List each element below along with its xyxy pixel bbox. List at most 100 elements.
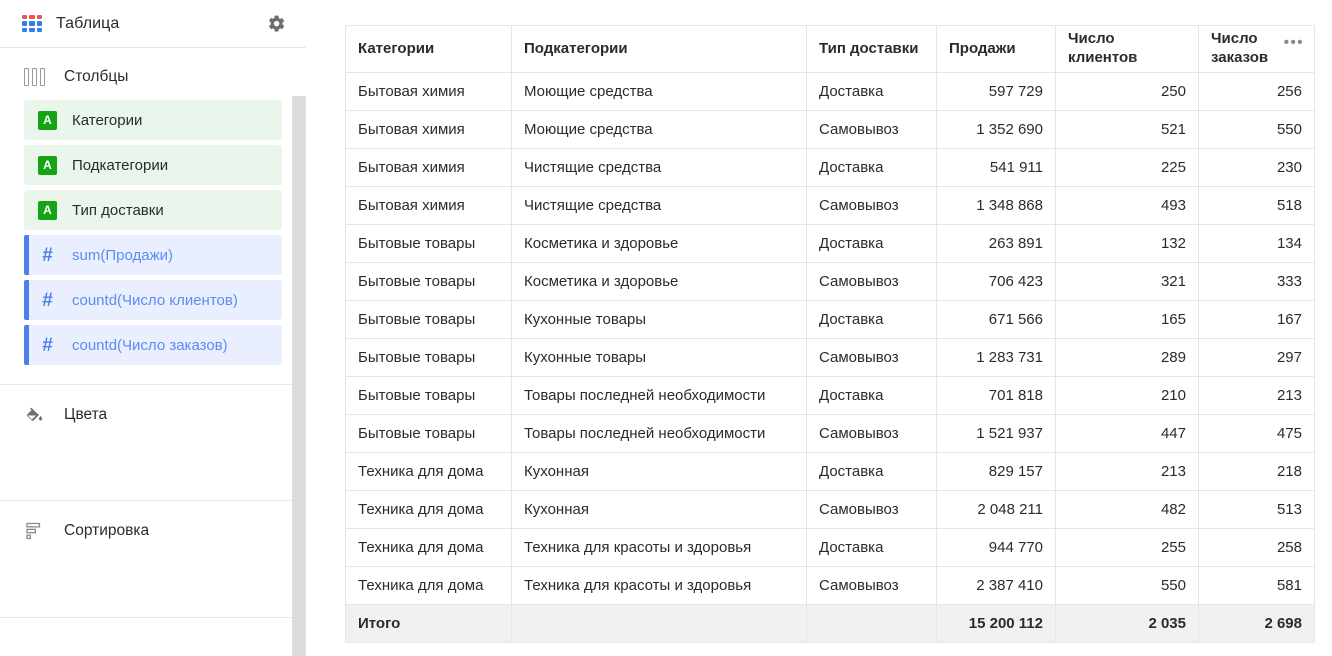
sidebar-scrollbar-track[interactable]: [292, 96, 306, 656]
total-cell-delivery: [806, 604, 937, 643]
table-total-row: Итого 15 200 112 2 035 2 698: [345, 604, 1315, 643]
table-cell-subcat: Моющие средства: [511, 110, 807, 149]
field-pill-kategorii[interactable]: A Категории: [24, 100, 282, 140]
field-label: Категории: [72, 111, 143, 129]
table-cell-delivery: Доставка: [806, 528, 937, 567]
sidebar-body: Столбцы A Категории A Подкатегории A Тип…: [0, 48, 306, 656]
more-options-icon[interactable]: •••: [1283, 34, 1304, 51]
sidebar-section-colors: Цвета: [0, 385, 306, 501]
table-cell-customers: 132: [1055, 224, 1199, 263]
total-cell-sales: 15 200 112: [936, 604, 1056, 643]
table-cell-delivery: Самовывоз: [806, 262, 937, 301]
table-cell-delivery: Доставка: [806, 300, 937, 339]
field-label: countd(Число клиентов): [72, 291, 238, 309]
table-cell-category: Бытовые товары: [345, 300, 512, 339]
table-row[interactable]: Бытовая химия Моющие средства Самовывоз 1 3…: [345, 110, 1315, 149]
table-row[interactable]: Бытовые товары Товары последней необходим…: [345, 376, 1315, 415]
table-row[interactable]: Бытовая химия Чистящие средства Доставка 54…: [345, 148, 1315, 187]
table-cell-delivery: Самовывоз: [806, 338, 937, 377]
column-header-sales[interactable]: Продажи: [936, 25, 1056, 73]
field-label: Тип доставки: [72, 201, 164, 219]
section-header-colors[interactable]: Цвета: [0, 385, 306, 439]
table-cell-delivery: Самовывоз: [806, 566, 937, 605]
table-cell-category: Техника для дома: [345, 452, 512, 491]
columns-field-list: A Категории A Подкатегории A Тип доставк…: [0, 100, 306, 384]
table-cell-customers: 210: [1055, 376, 1199, 415]
section-label: Цвета: [64, 406, 108, 423]
section-header-sort[interactable]: Сортировка: [0, 501, 306, 555]
table-cell-subcat: Моющие средства: [511, 72, 807, 111]
total-cell-orders: 2 698: [1198, 604, 1315, 643]
hash-icon: #: [42, 334, 53, 356]
field-pill-sum-prodazhi[interactable]: # sum(Продажи): [24, 235, 282, 275]
column-header-subcategory[interactable]: Подкатегории: [511, 25, 807, 73]
table-header: Категории Подкатегории Тип доставки Прод…: [345, 25, 1315, 73]
table-row[interactable]: Бытовые товары Кухонные товары Доставка 671…: [345, 300, 1315, 339]
table-row[interactable]: Бытовая химия Моющие средства Доставка 597 …: [345, 72, 1315, 111]
column-header-category[interactable]: Категории: [345, 25, 512, 73]
table-cell-sales: 597 729: [936, 72, 1056, 111]
table-cell-customers: 521: [1055, 110, 1199, 149]
column-header-delivery-type[interactable]: Тип доставки: [806, 25, 937, 73]
column-header-orders[interactable]: Число заказов •••: [1198, 25, 1315, 73]
table-cell-orders: 581: [1198, 566, 1315, 605]
table-cell-delivery: Доставка: [806, 376, 937, 415]
table-row[interactable]: Бытовые товары Кухонные товары Самовывоз 1 …: [345, 338, 1315, 377]
table-cell-customers: 213: [1055, 452, 1199, 491]
table-cell-subcat: Косметика и здоровье: [511, 262, 807, 301]
table-cell-delivery: Доставка: [806, 72, 937, 111]
field-pill-countd-chislo-zakazov[interactable]: # countd(Число заказов): [24, 325, 282, 365]
hash-icon: #: [42, 289, 53, 311]
table-row[interactable]: Бытовая химия Чистящие средства Самовывоз 1…: [345, 186, 1315, 225]
table-row[interactable]: Бытовые товары Косметика и здоровье Самовы…: [345, 262, 1315, 301]
table-cell-category: Техника для дома: [345, 490, 512, 529]
table-row[interactable]: Техника для дома Техника для красоты и зд…: [345, 566, 1315, 605]
table-row[interactable]: Техника для дома Техника для красоты и зд…: [345, 528, 1315, 567]
table-cell-category: Бытовые товары: [345, 224, 512, 263]
field-pill-podkategorii[interactable]: A Подкатегории: [24, 145, 282, 185]
table-row[interactable]: Бытовые товары Косметика и здоровье Достав…: [345, 224, 1315, 263]
table-cell-orders: 297: [1198, 338, 1315, 377]
table-cell-delivery: Самовывоз: [806, 110, 937, 149]
total-cell-subcat: [511, 604, 807, 643]
table-cell-customers: 550: [1055, 566, 1199, 605]
table-cell-sales: 263 891: [936, 224, 1056, 263]
table-header-row: Категории Подкатегории Тип доставки Прод…: [345, 25, 1315, 73]
table-cell-subcat: Товары последней необходимости: [511, 376, 807, 415]
table-cell-category: Бытовая химия: [345, 186, 512, 225]
sort-icon: [24, 521, 46, 541]
field-label: sum(Продажи): [72, 246, 173, 264]
table-cell-customers: 493: [1055, 186, 1199, 225]
table-cell-orders: 167: [1198, 300, 1315, 339]
table-cell-category: Техника для дома: [345, 528, 512, 567]
total-cell-category: Итого: [345, 604, 512, 643]
table-cell-orders: 518: [1198, 186, 1315, 225]
table-cell-category: Бытовые товары: [345, 338, 512, 377]
table-cell-orders: 475: [1198, 414, 1315, 453]
table-cell-delivery: Доставка: [806, 148, 937, 187]
table-cell-sales: 1 352 690: [936, 110, 1056, 149]
sidebar-scrollbar-thumb[interactable]: [293, 148, 305, 508]
field-label: Подкатегории: [72, 156, 169, 174]
table-row[interactable]: Техника для дома Кухонная Самовывоз 2 048 2…: [345, 490, 1315, 529]
attribute-a-badge-icon: A: [38, 110, 57, 130]
table-cell-sales: 944 770: [936, 528, 1056, 567]
table-cell-sales: 1 348 868: [936, 186, 1056, 225]
section-header-columns[interactable]: Столбцы: [0, 48, 306, 100]
table-row[interactable]: Техника для дома Кухонная Доставка 829 157 2…: [345, 452, 1315, 491]
field-pill-countd-chislo-klientov[interactable]: # countd(Число клиентов): [24, 280, 282, 320]
table-cell-customers: 321: [1055, 262, 1199, 301]
table-cell-delivery: Самовывоз: [806, 186, 937, 225]
table-cell-orders: 230: [1198, 148, 1315, 187]
field-pill-tip-dostavki[interactable]: A Тип доставки: [24, 190, 282, 230]
hash-icon: #: [42, 244, 53, 266]
table-cell-category: Бытовые товары: [345, 414, 512, 453]
table-cell-subcat: Техника для красоты и здоровья: [511, 566, 807, 605]
table-cell-customers: 289: [1055, 338, 1199, 377]
table-cell-customers: 225: [1055, 148, 1199, 187]
gear-icon[interactable]: [262, 10, 290, 38]
table-cell-subcat: Товары последней необходимости: [511, 414, 807, 453]
main-content: Категории Подкатегории Тип доставки Прод…: [306, 0, 1332, 656]
table-row[interactable]: Бытовые товары Товары последней необходим…: [345, 414, 1315, 453]
column-header-customers[interactable]: Число клиентов: [1055, 25, 1199, 73]
